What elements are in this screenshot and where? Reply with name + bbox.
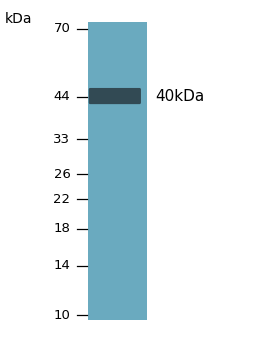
Text: 26: 26: [54, 168, 70, 181]
Text: 44: 44: [54, 91, 70, 103]
Text: 40kDa: 40kDa: [155, 89, 205, 103]
Text: kDa: kDa: [5, 11, 33, 26]
Text: 70: 70: [54, 22, 70, 35]
Bar: [88, 22, 147, 320]
Text: 18: 18: [54, 222, 70, 235]
Text: 22: 22: [54, 192, 70, 206]
Text: 10: 10: [54, 309, 70, 321]
Text: 33: 33: [54, 133, 70, 146]
Text: 14: 14: [54, 259, 70, 272]
FancyBboxPatch shape: [89, 88, 141, 104]
